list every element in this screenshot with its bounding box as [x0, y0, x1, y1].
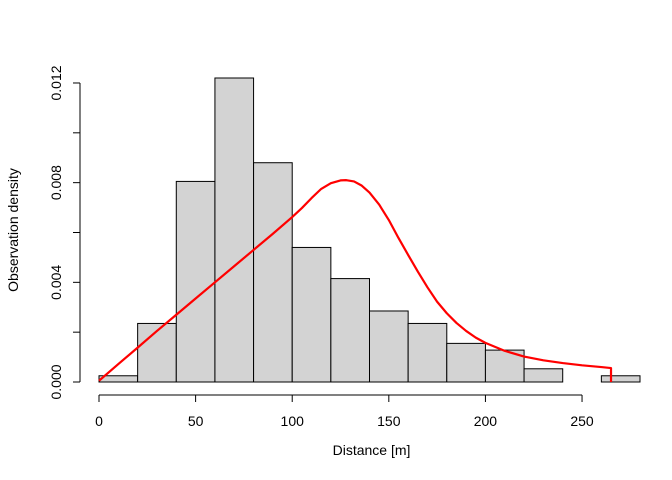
histogram-bar-4	[253, 162, 293, 383]
histogram-bar-9	[446, 342, 486, 383]
histogram-bar-13	[600, 375, 641, 383]
histogram-bar-2	[175, 180, 216, 383]
x-tick-label-2: 100	[281, 413, 305, 429]
y-axis: 0.000 0.004 0.008 0.012	[48, 65, 81, 400]
x-axis-title: Distance [m]	[333, 442, 411, 458]
y-tick-label-6: 0.012	[48, 65, 64, 100]
histogram-bar-11	[523, 368, 564, 383]
histogram-bars	[98, 77, 641, 383]
x-tick-label-5: 250	[570, 413, 594, 429]
histogram-bar-6	[330, 278, 371, 383]
y-tick-label-0: 0.000	[48, 364, 64, 399]
histogram-bar-3	[214, 77, 255, 383]
histogram-bar-7	[369, 310, 409, 383]
x-axis: 0 50 100 150 200 250	[95, 394, 594, 429]
x-tick-label-1: 50	[188, 413, 204, 429]
x-tick-label-0: 0	[95, 413, 103, 429]
histogram-bar-8	[407, 322, 448, 383]
x-tick-label-3: 150	[377, 413, 401, 429]
y-tick-label-4: 0.008	[48, 165, 64, 200]
y-tick-label-2: 0.004	[48, 265, 64, 300]
fitted-curve-line	[98, 179, 613, 382]
x-tick-label-4: 200	[474, 413, 498, 429]
y-axis-title: Observation density	[5, 168, 21, 292]
histogram-bar-5	[291, 246, 332, 383]
